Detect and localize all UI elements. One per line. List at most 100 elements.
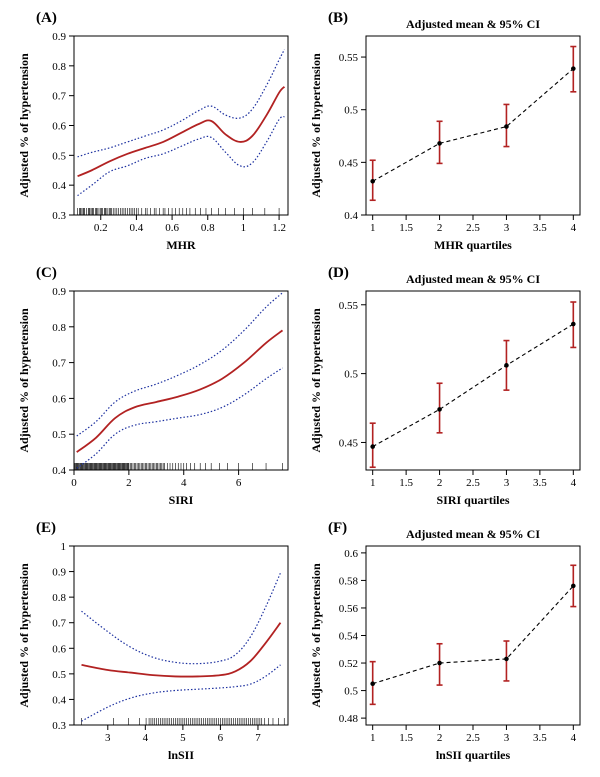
svg-text:4: 4 [571, 732, 577, 744]
svg-text:0.4: 0.4 [52, 694, 66, 706]
svg-text:0.2: 0.2 [94, 222, 108, 234]
svg-text:Adjusted % of hypertension: Adjusted % of hypertension [17, 308, 31, 453]
svg-text:0.5: 0.5 [52, 150, 66, 162]
svg-text:0.9: 0.9 [52, 31, 66, 43]
svg-text:6: 6 [218, 732, 224, 744]
svg-text:Adjusted mean & 95% CI: Adjusted mean & 95% CI [406, 17, 540, 31]
svg-text:0.58: 0.58 [339, 575, 359, 587]
svg-text:0.56: 0.56 [339, 603, 359, 615]
svg-text:6: 6 [236, 477, 242, 489]
svg-text:1: 1 [61, 541, 67, 553]
panel-C-label: (C) [36, 265, 57, 282]
svg-text:3: 3 [504, 732, 510, 744]
panel-D: (D) 1 1.5 2 2.5 3 3.5 4 0.45 0.5 0.55 SIRI quartil… [300, 263, 592, 514]
svg-text:0.6: 0.6 [52, 643, 66, 655]
svg-text:Adjusted % of hypertension: Adjusted % of hypertension [309, 563, 323, 708]
svg-text:4: 4 [571, 477, 577, 489]
svg-text:0.7: 0.7 [52, 358, 66, 370]
svg-text:2.5: 2.5 [466, 222, 480, 234]
svg-text:3: 3 [504, 222, 510, 234]
svg-text:2: 2 [437, 477, 443, 489]
svg-text:3.5: 3.5 [533, 732, 547, 744]
svg-text:3.5: 3.5 [533, 222, 547, 234]
svg-text:Adjusted % of hypertension: Adjusted % of hypertension [17, 563, 31, 708]
svg-text:1: 1 [370, 222, 376, 234]
svg-text:0.4: 0.4 [344, 210, 358, 222]
svg-text:0.6: 0.6 [52, 121, 66, 133]
svg-text:1: 1 [241, 222, 247, 234]
svg-text:1: 1 [370, 477, 376, 489]
svg-text:0.7: 0.7 [52, 618, 66, 630]
svg-text:1.5: 1.5 [399, 477, 413, 489]
panel-E-svg: 3 4 5 6 7 0.3 0.4 0.5 0.6 0.7 0.8 0.9 1 lnSII Adjusted… [8, 518, 300, 769]
panel-C: (C) 0 2 4 6 0.4 0.5 0.6 0.7 0.8 0.9 SIRI Adjusted %… [8, 263, 300, 514]
panel-A-svg: 0.20.40.60.811.20.30.40.50.60.70.80.9MHR… [8, 8, 300, 259]
panel-A-label: (A) [36, 10, 57, 27]
svg-text:3: 3 [504, 477, 510, 489]
svg-text:0.5: 0.5 [344, 105, 358, 117]
svg-text:Adjusted % of hypertension: Adjusted % of hypertension [17, 53, 31, 198]
svg-text:0.5: 0.5 [52, 429, 66, 441]
svg-text:3: 3 [105, 732, 111, 744]
panel-B-svg: 11.522.533.540.40.450.50.55MHR quartiles… [300, 8, 592, 259]
svg-text:1.2: 1.2 [272, 222, 286, 234]
svg-text:SIRI quartiles: SIRI quartiles [436, 493, 509, 507]
svg-text:SIRI: SIRI [169, 493, 194, 507]
svg-text:0.8: 0.8 [52, 592, 66, 604]
svg-text:4: 4 [181, 477, 187, 489]
panel-F-label: (F) [328, 520, 347, 537]
svg-text:lnSII quartiles: lnSII quartiles [436, 748, 511, 762]
svg-text:2: 2 [126, 477, 132, 489]
panel-E-label: (E) [36, 520, 56, 537]
svg-text:MHR quartiles: MHR quartiles [434, 238, 512, 252]
panel-A: (A) 0.20.40.60.811.20.30.40.50.60.70.80.… [8, 8, 300, 259]
svg-text:3.5: 3.5 [533, 477, 547, 489]
svg-text:0.9: 0.9 [52, 567, 66, 579]
panel-D-svg: 1 1.5 2 2.5 3 3.5 4 0.45 0.5 0.55 SIRI quartiles Ad… [300, 263, 592, 514]
svg-text:1: 1 [370, 732, 376, 744]
svg-text:2.5: 2.5 [466, 732, 480, 744]
svg-text:0.6: 0.6 [344, 548, 358, 560]
svg-text:0.52: 0.52 [339, 658, 358, 670]
panel-D-label: (D) [328, 265, 349, 282]
svg-text:0.6: 0.6 [52, 393, 66, 405]
svg-text:0.55: 0.55 [339, 300, 359, 312]
svg-text:0.55: 0.55 [339, 52, 359, 64]
svg-text:0.45: 0.45 [339, 157, 359, 169]
panel-B: (B) 11.522.533.540.40.450.50.55MHR quart… [300, 8, 592, 259]
svg-text:1.5: 1.5 [399, 732, 413, 744]
svg-text:lnSII: lnSII [168, 748, 194, 762]
svg-text:Adjusted % of hypertension: Adjusted % of hypertension [309, 308, 323, 453]
svg-text:2: 2 [437, 732, 443, 744]
svg-text:0.4: 0.4 [130, 222, 144, 234]
svg-text:0.3: 0.3 [52, 210, 66, 222]
svg-text:2.5: 2.5 [466, 477, 480, 489]
svg-text:0.3: 0.3 [52, 720, 66, 732]
svg-text:0.4: 0.4 [52, 465, 66, 477]
panel-E: (E) 3 4 5 6 7 0.3 0.4 0.5 0.6 0.7 0.8 0.9 1 lnSII Adju… [8, 518, 300, 769]
svg-text:0.48: 0.48 [339, 713, 359, 725]
svg-text:0: 0 [71, 477, 77, 489]
svg-text:0.5: 0.5 [52, 669, 66, 681]
svg-text:0.9: 0.9 [52, 286, 66, 298]
svg-text:0.8: 0.8 [52, 61, 66, 73]
panel-F: (F) 1 1.5 2 2.5 3 3.5 4 0.48 0.5 0.52 0.54 0.56 0.58… [300, 518, 592, 769]
svg-text:0.8: 0.8 [201, 222, 215, 234]
svg-text:0.45: 0.45 [339, 437, 359, 449]
svg-text:0.8: 0.8 [52, 322, 66, 334]
svg-text:0.5: 0.5 [344, 686, 358, 698]
svg-text:0.5: 0.5 [344, 369, 358, 381]
svg-text:MHR: MHR [166, 238, 196, 252]
svg-text:4: 4 [143, 732, 149, 744]
svg-text:Adjusted mean & 95% CI: Adjusted mean & 95% CI [406, 527, 540, 541]
svg-text:7: 7 [255, 732, 261, 744]
svg-text:0.7: 0.7 [52, 91, 66, 103]
svg-text:1.5: 1.5 [399, 222, 413, 234]
svg-text:Adjusted mean & 95% CI: Adjusted mean & 95% CI [406, 272, 540, 286]
svg-text:0.6: 0.6 [165, 222, 179, 234]
svg-text:Adjusted % of hypertension: Adjusted % of hypertension [309, 53, 323, 198]
panel-B-label: (B) [328, 10, 348, 27]
svg-text:4: 4 [571, 222, 577, 234]
svg-text:0.54: 0.54 [339, 631, 359, 643]
svg-text:5: 5 [180, 732, 186, 744]
